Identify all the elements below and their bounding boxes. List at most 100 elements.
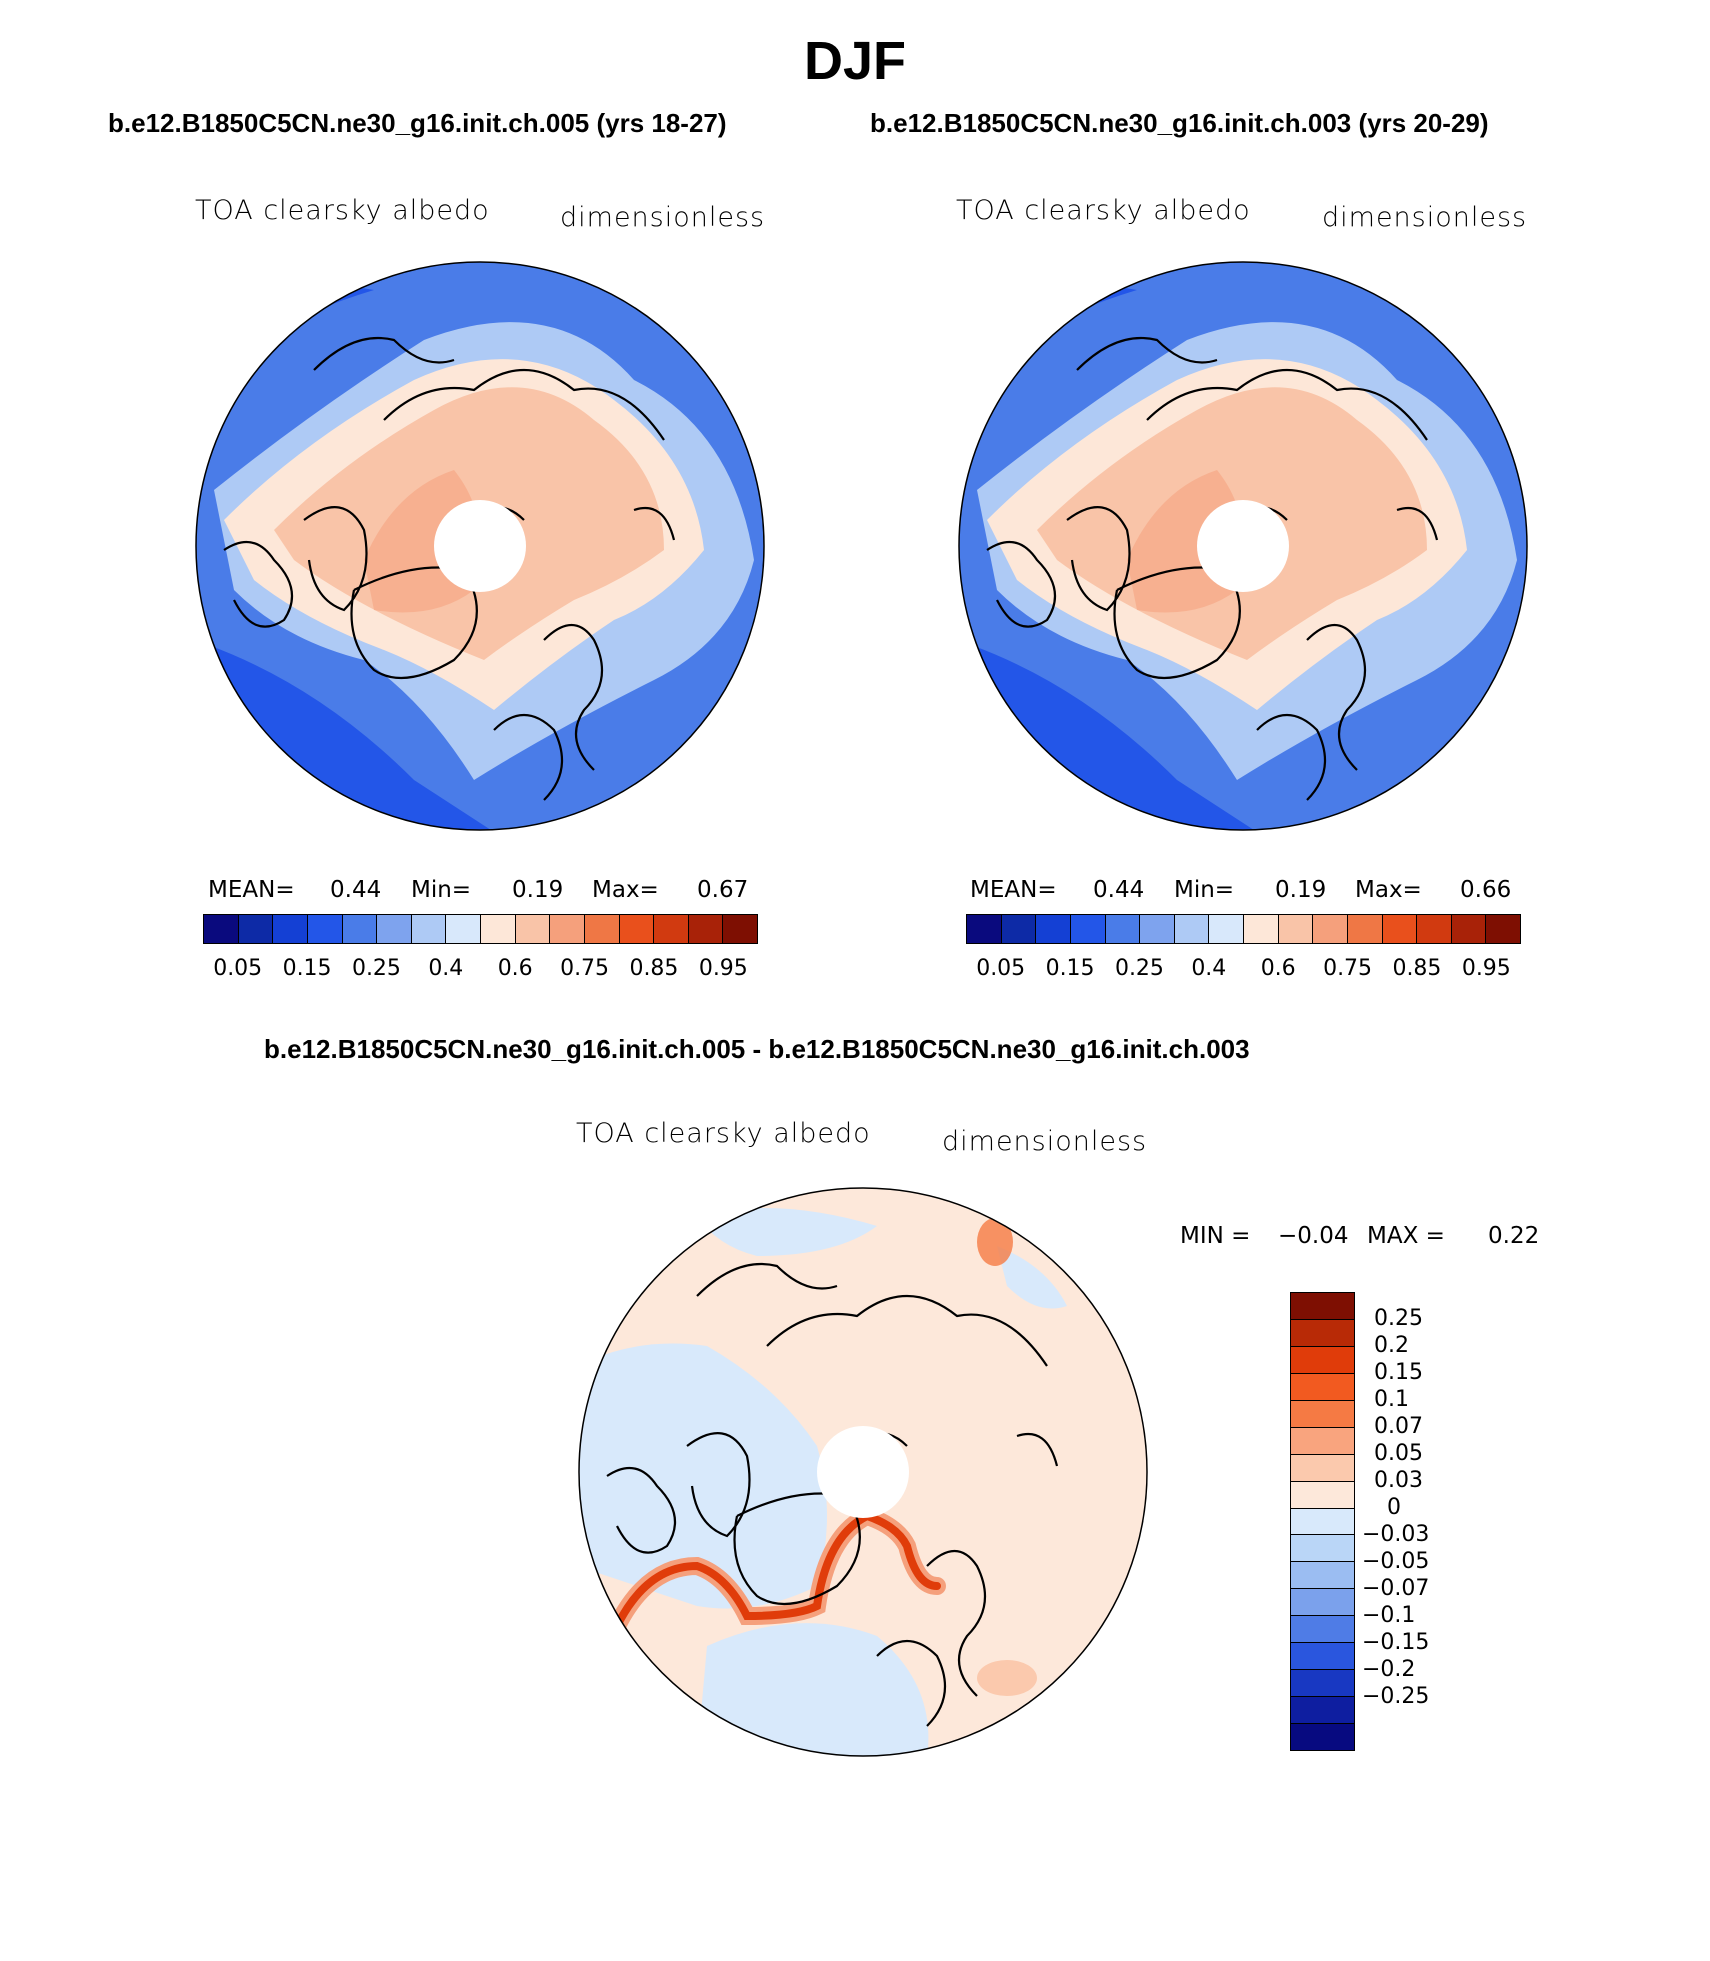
colorbar-swatch (238, 915, 274, 943)
colorbar-swatch (515, 915, 551, 943)
colorbar-swatch (619, 915, 655, 943)
colorbar-swatch (1291, 1454, 1354, 1482)
colorbar-tick-label: 0.15 (1374, 1360, 1423, 1385)
colorbar-swatch (1070, 915, 1106, 943)
diff-variable-label: TOA clearsky albedo (576, 1118, 871, 1149)
colorbar-tick-label: 0.95 (698, 956, 748, 981)
colorbar-swatch (1291, 1616, 1354, 1644)
colorbar-swatch (411, 915, 447, 943)
diff-min-label: MIN = (1180, 1223, 1251, 1249)
left-colorbar-ticks: 0.05 0.15 0.25 0.4 0.6 0.75 0.85 0.95 (203, 956, 758, 986)
colorbar-tick-label: 0.2 (1374, 1333, 1409, 1358)
colorbar-swatch (273, 915, 308, 943)
colorbar-tick-label: 0.05 (976, 956, 1026, 981)
colorbar-swatch (342, 915, 378, 943)
colorbar-swatch (1291, 1319, 1354, 1347)
colorbar-tick-label: 0.07 (1374, 1414, 1423, 1439)
colorbar-swatch (1209, 915, 1244, 943)
right-variable-label: TOA clearsky albedo (956, 195, 1251, 226)
colorbar-tick-label: −0.2 (1362, 1657, 1416, 1682)
colorbar-swatch (1291, 1535, 1354, 1563)
diff-min-value: −0.04 (1278, 1223, 1349, 1249)
left-variable-label: TOA clearsky albedo (195, 195, 490, 226)
colorbar-tick-label: 0.25 (1374, 1306, 1423, 1331)
colorbar-swatch (1291, 1373, 1354, 1401)
colorbar-tick-label: 0.25 (351, 956, 401, 981)
left-case-title: b.e12.B1850C5CN.ne30_g16.init.ch.005 (yr… (108, 108, 727, 138)
colorbar-tick-label: 0.15 (1045, 956, 1095, 981)
right-colorbar-ticks: 0.05 0.15 0.25 0.4 0.6 0.75 0.85 0.95 (966, 956, 1521, 986)
colorbar-swatch (723, 915, 757, 943)
colorbar-swatch (1417, 915, 1452, 943)
colorbar-swatch (1291, 1293, 1354, 1320)
colorbar-tick-label: −0.07 (1362, 1576, 1430, 1601)
left-min-label: Min= (411, 877, 472, 903)
colorbar-swatch (1291, 1481, 1354, 1509)
colorbar-swatch (307, 915, 343, 943)
colorbar-tick-label: 0.4 (1191, 956, 1227, 981)
colorbar-tick-label: 0.4 (428, 956, 464, 981)
colorbar-swatch (1291, 1400, 1354, 1428)
diff-max-value: 0.22 (1488, 1223, 1540, 1249)
colorbar-tick-label: 0.03 (1374, 1468, 1423, 1493)
colorbar-tick-label: −0.1 (1362, 1603, 1416, 1628)
colorbar-swatch (377, 915, 412, 943)
right-colorbar (966, 914, 1521, 944)
colorbar-swatch (1382, 915, 1418, 943)
colorbar-tick-label: 0.85 (629, 956, 679, 981)
diff-polar-map (578, 1187, 1148, 1757)
colorbar-swatch (1105, 915, 1141, 943)
diff-colorbar-ticks: 0.25 0.2 0.15 0.1 0.07 0.05 0.03 0 −0.03 −0.05 −0.… (1362, 1292, 1512, 1751)
colorbar-tick-label: 0.1 (1374, 1387, 1409, 1412)
diff-title: b.e12.B1850C5CN.ne30_g16.init.ch.005 - b… (264, 1034, 1250, 1064)
colorbar-swatch (1140, 915, 1175, 943)
colorbar-swatch (688, 915, 724, 943)
colorbar-swatch (654, 915, 689, 943)
colorbar-swatch (1451, 915, 1487, 943)
figure-title: DJF (803, 31, 906, 91)
colorbar-swatch (1347, 915, 1383, 943)
left-min-value: 0.19 (512, 877, 564, 903)
right-mean-value: 0.44 (1093, 877, 1145, 903)
diff-colorbar (1290, 1292, 1355, 1751)
right-max-label: Max= (1355, 877, 1422, 903)
colorbar-swatch (1291, 1508, 1354, 1536)
colorbar-swatch (1291, 1427, 1354, 1455)
colorbar-swatch (481, 915, 516, 943)
left-polar-map (195, 261, 765, 831)
colorbar-tick-label: 0.75 (560, 956, 610, 981)
colorbar-tick-label: −0.25 (1362, 1684, 1430, 1709)
colorbar-tick-label: 0.6 (497, 956, 533, 981)
colorbar-swatch (550, 915, 585, 943)
colorbar-tick-label: 0.6 (1260, 956, 1296, 981)
right-case-title: b.e12.B1850C5CN.ne30_g16.init.ch.003 (yr… (870, 108, 1489, 138)
colorbar-tick-label: 0.05 (1374, 1441, 1423, 1466)
colorbar-swatch (1291, 1697, 1354, 1724)
diff-max-label: MAX = (1367, 1223, 1445, 1249)
colorbar-swatch (1291, 1643, 1354, 1671)
left-mean-value: 0.44 (330, 877, 382, 903)
colorbar-swatch (446, 915, 481, 943)
right-min-label: Min= (1174, 877, 1235, 903)
colorbar-swatch (1291, 1346, 1354, 1374)
colorbar-tick-label: 0.25 (1114, 956, 1164, 981)
colorbar-swatch (1174, 915, 1210, 943)
left-units-label: dimensionless (560, 202, 766, 233)
colorbar-tick-label: −0.05 (1362, 1549, 1430, 1574)
colorbar-swatch (1291, 1670, 1354, 1698)
right-mean-label: MEAN= (970, 877, 1057, 903)
colorbar-tick-label: −0.03 (1362, 1522, 1430, 1547)
right-max-value: 0.66 (1460, 877, 1512, 903)
colorbar-tick-label: 0.15 (282, 956, 332, 981)
colorbar-swatch (584, 915, 620, 943)
right-units-label: dimensionless (1322, 202, 1528, 233)
colorbar-swatch (1001, 915, 1037, 943)
colorbar-swatch (1291, 1562, 1354, 1590)
colorbar-swatch (967, 915, 1002, 943)
diff-units-label: dimensionless (942, 1126, 1148, 1157)
colorbar-swatch (1291, 1589, 1354, 1617)
left-max-label: Max= (592, 877, 659, 903)
colorbar-tick-label: 0 (1387, 1495, 1401, 1520)
colorbar-swatch (1291, 1724, 1354, 1750)
colorbar-tick-label: −0.15 (1362, 1630, 1430, 1655)
